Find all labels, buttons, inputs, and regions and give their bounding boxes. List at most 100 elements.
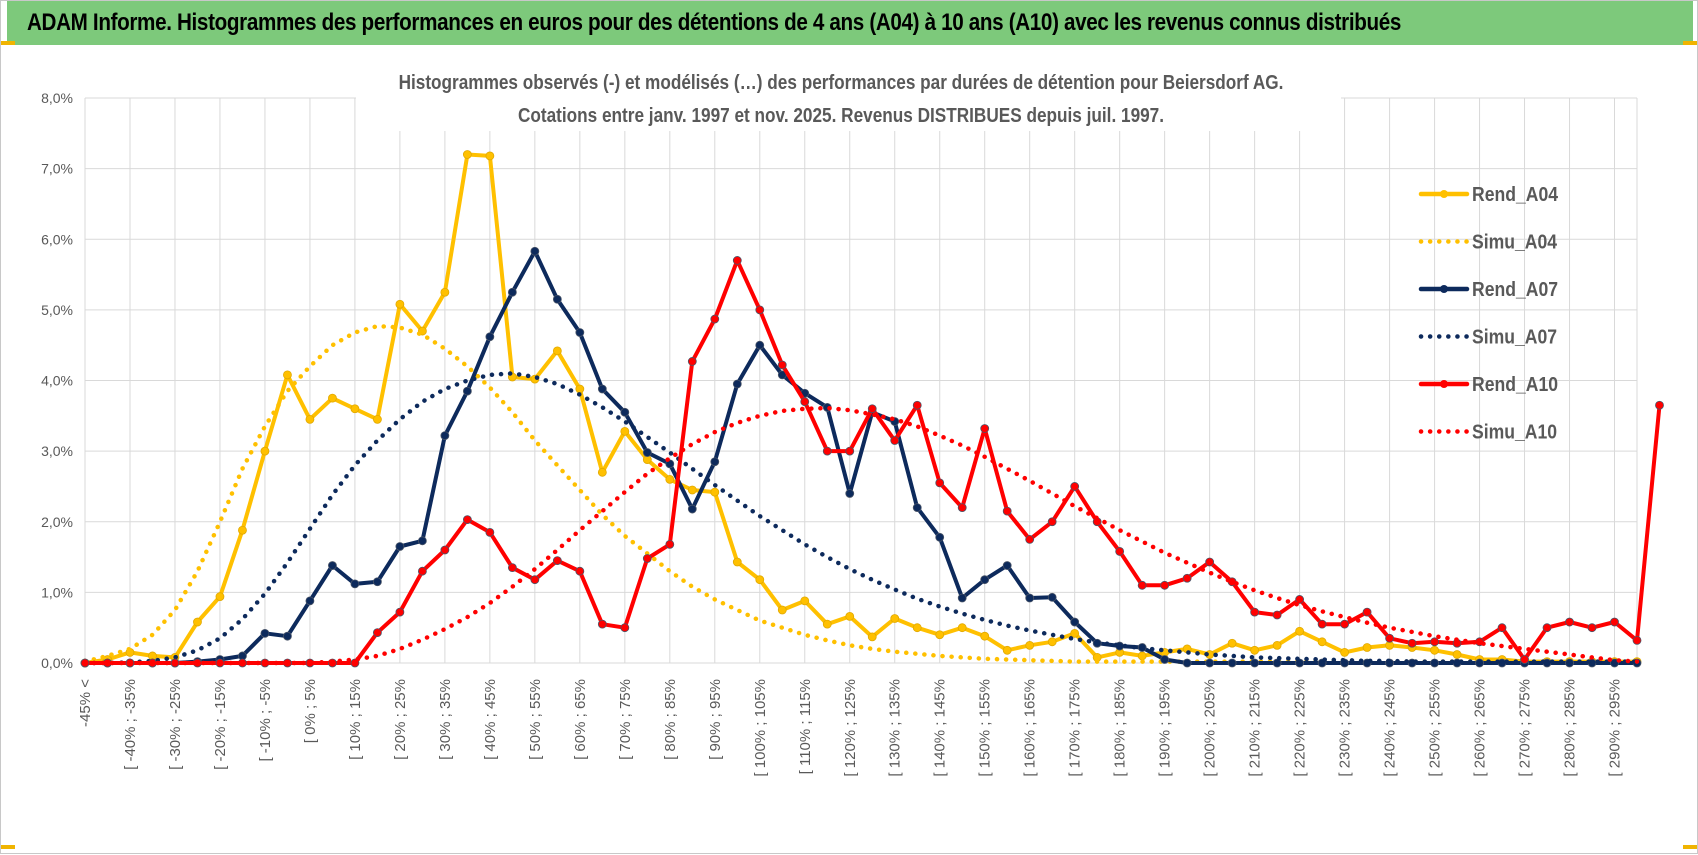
data-point-Rend_A04 [575, 384, 585, 394]
chart-title-line1: Histogrammes observés (-) et modélisés (… [399, 71, 1284, 94]
data-point-Rend_A04 [395, 299, 405, 309]
data-point-Rend_A07 [620, 407, 630, 417]
data-point-Rend_A04 [687, 485, 697, 495]
y-tick-label: 0,0% [41, 655, 73, 671]
x-tick-label: [ 60% ; 65% [572, 679, 589, 760]
data-point-Rend_A04 [1250, 645, 1260, 655]
data-point-Rend_A10 [462, 515, 472, 525]
data-point-Rend_A04 [912, 623, 922, 633]
x-tick-label: [ -20% ; -15% [212, 679, 229, 770]
data-point-Rend_A07 [507, 287, 517, 297]
data-point-Rend_A10 [440, 545, 450, 555]
data-point-Rend_A04 [597, 467, 607, 477]
data-point-Rend_A10 [1430, 637, 1439, 647]
x-tick-label: -45% < [77, 679, 94, 727]
data-point-Rend_A10 [1520, 655, 1529, 664]
x-tick-label: [ 30% ; 35% [437, 679, 454, 760]
data-point-Rend_A04 [373, 414, 382, 424]
data-point-Rend_A10 [1115, 547, 1125, 556]
data-point-Rend_A07 [1002, 561, 1012, 570]
data-point-Rend_A10 [1182, 573, 1192, 583]
data-point-Rend_A04 [890, 614, 900, 623]
data-point-Rend_A07 [732, 379, 742, 389]
data-point-Rend_A04 [867, 632, 877, 642]
data-point-Rend_A10 [1295, 595, 1305, 604]
data-point-Rend_A04 [935, 630, 945, 640]
legend-label-Simu_A04: Simu_A04 [1472, 230, 1558, 252]
data-point-Rend_A10 [1385, 633, 1394, 643]
data-point-Rend_A04 [665, 474, 675, 484]
x-tick-label: [ 180% ; 185% [1112, 679, 1129, 777]
corner-marker [1683, 845, 1697, 849]
data-point-Rend_A04 [1340, 648, 1349, 657]
data-point-Rend_A10 [1655, 400, 1664, 410]
data-point-Rend_A04 [755, 575, 765, 585]
data-point-Rend_A10 [800, 397, 810, 407]
data-point-Rend_A04 [1025, 640, 1035, 650]
corner-marker [1683, 41, 1697, 45]
data-point-Rend_A07 [957, 593, 967, 603]
grid-lines [84, 67, 1638, 664]
data-point-Rend_A07 [1182, 658, 1192, 668]
series-line-Simu_A07 [82, 371, 1640, 666]
x-tick-label: [ 20% ; 25% [392, 679, 409, 760]
data-point-Rend_A10 [1250, 607, 1260, 617]
x-tick-label: [ 210% ; 215% [1247, 679, 1264, 777]
x-tick-label: [ 220% ; 225% [1292, 679, 1309, 777]
y-tick-label: 7,0% [41, 161, 73, 177]
data-point-Rend_A07 [440, 431, 450, 440]
x-tick-label: [ 50% ; 55% [527, 679, 544, 760]
legend-marker [1440, 285, 1448, 293]
data-point-Rend_A07 [417, 536, 427, 546]
data-point-Rend_A07 [328, 561, 337, 570]
data-point-Rend_A04 [1047, 637, 1057, 647]
legend-marker [1440, 380, 1448, 388]
data-point-Rend_A04 [485, 151, 495, 161]
data-point-Rend_A07 [485, 332, 495, 342]
data-point-Rend_A10 [957, 503, 967, 513]
corner-marker [1, 41, 15, 45]
data-point-Rend_A10 [417, 566, 427, 576]
x-tick-label: [ 10% ; 15% [347, 679, 364, 760]
x-tick-label: [ 230% ; 235% [1337, 679, 1354, 777]
x-tick-label: [ 70% ; 75% [617, 679, 634, 760]
data-point-Rend_A04 [1070, 628, 1080, 638]
data-point-Rend_A10 [1137, 580, 1147, 590]
x-tick-label: [ -30% ; -25% [167, 679, 184, 770]
x-tick-label: [ 270% ; 275% [1517, 679, 1534, 777]
x-tick-label: [ -40% ; -35% [122, 679, 139, 770]
data-point-Rend_A07 [687, 504, 697, 514]
data-point-Rend_A10 [1340, 619, 1349, 629]
data-point-Rend_A04 [710, 487, 720, 497]
data-point-Rend_A10 [1160, 580, 1170, 590]
data-point-Rend_A07 [755, 340, 765, 350]
data-point-Rend_A10 [710, 314, 720, 324]
data-point-Rend_A04 [1362, 643, 1372, 652]
data-point-Rend_A10 [1047, 517, 1057, 527]
data-point-Rend_A04 [283, 370, 292, 380]
data-point-Rend_A07 [1047, 592, 1057, 602]
legend-label-Rend_A07: Rend_A07 [1472, 278, 1558, 300]
data-point-Rend_A10 [912, 400, 922, 410]
x-tick-label: [ 250% ; 255% [1427, 679, 1444, 777]
x-tick-label: [ 170% ; 175% [1067, 679, 1084, 777]
data-point-Rend_A07 [283, 631, 292, 641]
x-axis-ticks: -45% < [ -40% ; -35% [ -30% ; -25% [ -20% ;… [77, 679, 1624, 777]
data-point-Rend_A04 [462, 150, 472, 159]
data-point-Rend_A04 [238, 525, 247, 535]
data-point-Rend_A07 [373, 577, 382, 587]
y-tick-label: 8,0% [41, 90, 73, 106]
data-point-Rend_A04 [305, 414, 315, 424]
data-point-Rend_A07 [1160, 655, 1170, 664]
data-point-Rend_A07 [1025, 593, 1035, 603]
data-point-Rend_A10 [890, 436, 900, 445]
x-tick-label: [ -10% ; -5% [257, 679, 274, 762]
y-axis-ticks: 0,0% 1,0% 2,0% 3,0% 4,0% 5,0% 6,0% 7,0% 8,0% [41, 90, 73, 671]
x-tick-label: [ 100% ; 105% [752, 679, 769, 777]
data-point-Rend_A10 [1497, 623, 1507, 633]
data-point-Rend_A10 [620, 623, 630, 633]
y-tick-label: 1,0% [41, 584, 73, 600]
data-point-Rend_A10 [1407, 638, 1417, 648]
data-point-Rend_A04 [1317, 637, 1327, 647]
